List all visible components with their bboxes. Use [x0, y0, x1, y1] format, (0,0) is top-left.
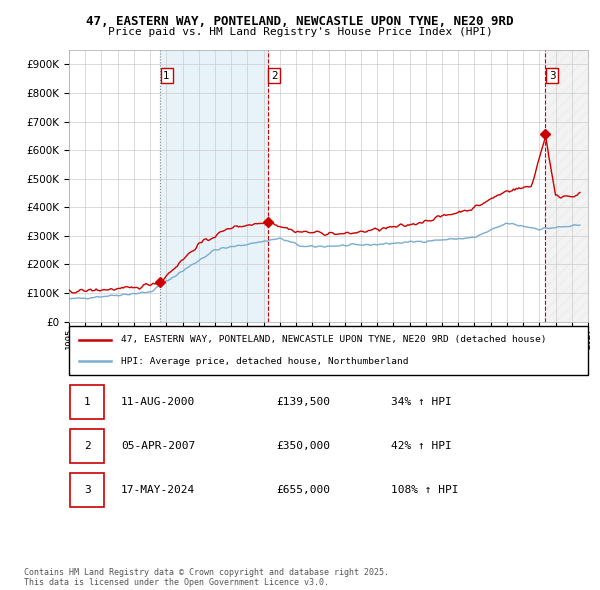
Text: £139,500: £139,500: [277, 397, 331, 407]
Bar: [545, 50, 588, 322]
Text: 17-MAY-2024: 17-MAY-2024: [121, 486, 195, 495]
Bar: [70, 385, 104, 419]
Text: HPI: Average price, detached house, Northumberland: HPI: Average price, detached house, Nort…: [121, 356, 409, 366]
Text: 3: 3: [548, 71, 555, 81]
Text: 34% ↑ HPI: 34% ↑ HPI: [391, 397, 452, 407]
Text: £655,000: £655,000: [277, 486, 331, 495]
Text: 05-APR-2007: 05-APR-2007: [121, 441, 195, 451]
Text: £350,000: £350,000: [277, 441, 331, 451]
Text: 1: 1: [84, 397, 91, 407]
Bar: [70, 429, 104, 463]
Text: 47, EASTERN WAY, PONTELAND, NEWCASTLE UPON TYNE, NE20 9RD: 47, EASTERN WAY, PONTELAND, NEWCASTLE UP…: [86, 15, 514, 28]
Text: 108% ↑ HPI: 108% ↑ HPI: [391, 486, 458, 495]
Bar: [160, 50, 268, 322]
Text: 1: 1: [163, 71, 170, 81]
Text: 2: 2: [271, 71, 278, 81]
Text: 11-AUG-2000: 11-AUG-2000: [121, 397, 195, 407]
Text: 47, EASTERN WAY, PONTELAND, NEWCASTLE UPON TYNE, NE20 9RD (detached house): 47, EASTERN WAY, PONTELAND, NEWCASTLE UP…: [121, 335, 547, 345]
Text: 3: 3: [84, 486, 91, 495]
Text: Price paid vs. HM Land Registry's House Price Index (HPI): Price paid vs. HM Land Registry's House …: [107, 27, 493, 37]
Bar: [70, 473, 104, 507]
Text: 2: 2: [84, 441, 91, 451]
Text: 42% ↑ HPI: 42% ↑ HPI: [391, 441, 452, 451]
Text: Contains HM Land Registry data © Crown copyright and database right 2025.
This d: Contains HM Land Registry data © Crown c…: [24, 568, 389, 587]
